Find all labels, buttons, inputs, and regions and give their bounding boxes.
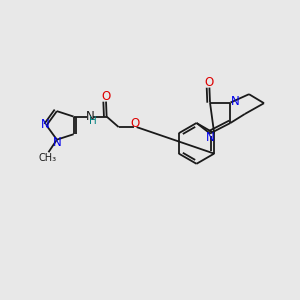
Text: N: N [86, 110, 94, 123]
Text: O: O [205, 76, 214, 89]
Text: N: N [52, 136, 61, 148]
Text: CH₃: CH₃ [39, 153, 57, 163]
Text: H: H [89, 116, 97, 126]
Text: N: N [230, 94, 239, 108]
Text: O: O [131, 117, 140, 130]
Text: N: N [40, 118, 50, 131]
Text: O: O [101, 90, 111, 103]
Text: N: N [206, 131, 215, 144]
